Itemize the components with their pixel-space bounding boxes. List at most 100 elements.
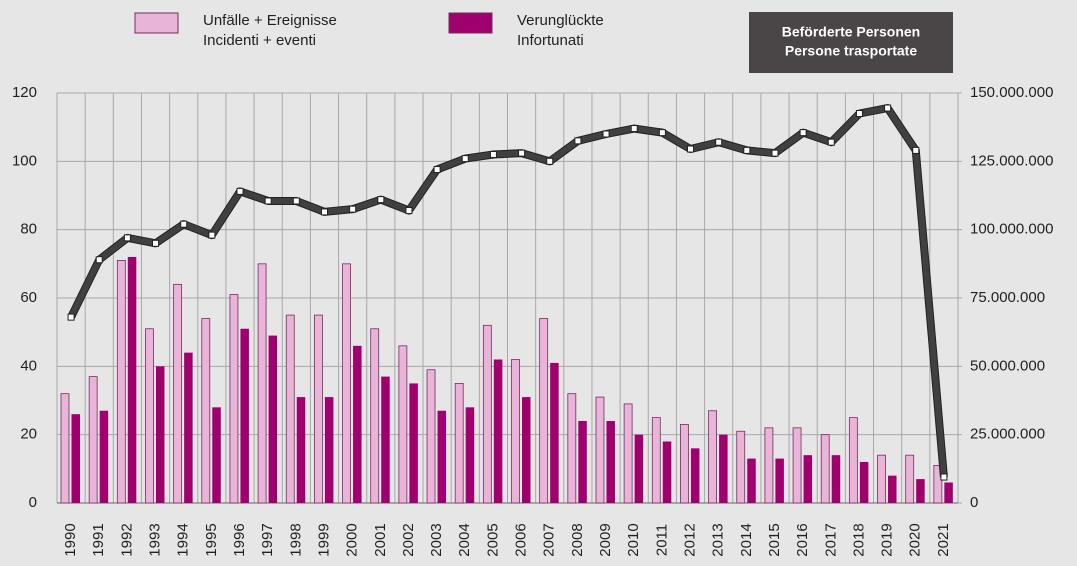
x-tick-label: 2001 bbox=[372, 523, 389, 556]
x-tick-label: 2004 bbox=[456, 523, 473, 556]
x-tick-label: 2002 bbox=[400, 523, 417, 556]
bar bbox=[567, 393, 577, 504]
bar bbox=[877, 454, 886, 504]
line-marker bbox=[687, 145, 695, 153]
bar bbox=[933, 465, 943, 504]
bar bbox=[88, 376, 98, 504]
line-marker bbox=[123, 234, 131, 242]
x-tick-label: 1998 bbox=[287, 523, 304, 556]
line-marker bbox=[884, 104, 892, 112]
bar bbox=[173, 283, 183, 504]
line-marker bbox=[95, 256, 103, 264]
legend-label: Beförderte Personen bbox=[782, 24, 920, 40]
bar bbox=[905, 454, 915, 504]
x-tick-label: 1992 bbox=[118, 523, 135, 556]
legend-swatch bbox=[134, 12, 179, 34]
bar bbox=[296, 397, 306, 503]
line-marker bbox=[940, 473, 948, 481]
bar bbox=[708, 410, 717, 504]
bar bbox=[240, 328, 249, 503]
line-marker bbox=[461, 155, 469, 163]
x-tick-label: 2011 bbox=[653, 524, 670, 556]
bar bbox=[201, 318, 211, 504]
bar bbox=[493, 359, 503, 503]
x-tick-label: 1994 bbox=[175, 523, 192, 556]
bar bbox=[268, 335, 278, 503]
bar bbox=[595, 396, 605, 504]
line-marker bbox=[320, 208, 328, 216]
bar bbox=[550, 362, 559, 503]
y-tick-label: 100 bbox=[12, 152, 37, 169]
bar bbox=[342, 263, 351, 504]
y2-tick-label: 75.000.000 bbox=[970, 289, 1045, 306]
bar bbox=[60, 393, 70, 504]
bar bbox=[792, 427, 802, 504]
line-marker bbox=[827, 138, 835, 146]
bar bbox=[831, 455, 841, 503]
line-marker bbox=[602, 130, 610, 138]
bar bbox=[662, 441, 672, 503]
x-tick-label: 2015 bbox=[766, 523, 783, 556]
bar bbox=[511, 359, 520, 504]
y-tick-label: 20 bbox=[20, 426, 37, 443]
line-marker bbox=[799, 129, 807, 137]
legend-label: Persone trasportate bbox=[785, 43, 917, 59]
line-marker bbox=[630, 125, 638, 133]
x-tick-label: 2006 bbox=[513, 523, 530, 556]
y-tick-label: 0 bbox=[29, 494, 37, 511]
x-tick-label: 2021 bbox=[935, 523, 952, 556]
bar bbox=[916, 479, 925, 503]
line-marker bbox=[349, 205, 357, 213]
bar bbox=[454, 383, 464, 504]
bar bbox=[314, 314, 323, 504]
bar bbox=[257, 263, 267, 504]
bar bbox=[859, 462, 869, 503]
bar bbox=[680, 424, 689, 504]
bar bbox=[398, 345, 408, 504]
bar bbox=[145, 328, 154, 504]
x-tick-label: 2013 bbox=[710, 523, 727, 556]
y2-tick-label: 25.000.000 bbox=[970, 426, 1045, 443]
x-tick-label: 2007 bbox=[541, 523, 558, 556]
bar bbox=[719, 434, 728, 503]
bar bbox=[606, 421, 615, 503]
x-tick-label: 2009 bbox=[597, 523, 614, 556]
line-marker bbox=[489, 151, 497, 158]
bar bbox=[623, 403, 633, 504]
bar bbox=[482, 324, 492, 504]
line bbox=[68, 105, 947, 478]
x-tick-label: 2008 bbox=[569, 523, 586, 556]
x-tick-label: 2003 bbox=[428, 523, 445, 556]
legend-label: Infortunati bbox=[517, 32, 584, 49]
legend-label: Unfälle + Ereignisse bbox=[203, 12, 337, 29]
bar bbox=[155, 366, 165, 503]
legend-swatch bbox=[448, 12, 493, 34]
bar bbox=[775, 458, 784, 503]
legend-label: Incidenti + eventi bbox=[203, 32, 316, 49]
bar bbox=[381, 376, 390, 503]
bar bbox=[71, 414, 80, 503]
x-tick-label: 2017 bbox=[822, 523, 839, 556]
x-tick-label: 1995 bbox=[203, 523, 220, 556]
line-marker bbox=[152, 239, 160, 247]
line-marker bbox=[574, 137, 582, 145]
bar bbox=[426, 369, 436, 504]
legend-label: Verunglückte bbox=[517, 12, 604, 29]
bar bbox=[690, 448, 700, 503]
x-tick-label: 2000 bbox=[344, 523, 361, 556]
bar bbox=[212, 407, 221, 503]
bar bbox=[437, 410, 447, 503]
x-tick-label: 1990 bbox=[62, 523, 79, 556]
bar bbox=[324, 397, 334, 503]
line-marker bbox=[405, 207, 413, 215]
x-tick-label: 1993 bbox=[147, 523, 164, 556]
line-marker bbox=[743, 146, 751, 154]
bar bbox=[99, 410, 109, 503]
bar bbox=[184, 352, 193, 503]
bar bbox=[747, 458, 756, 503]
line-marker bbox=[180, 220, 188, 228]
line-marker bbox=[208, 231, 216, 239]
x-tick-label: 2019 bbox=[879, 523, 896, 556]
bar bbox=[803, 455, 813, 503]
